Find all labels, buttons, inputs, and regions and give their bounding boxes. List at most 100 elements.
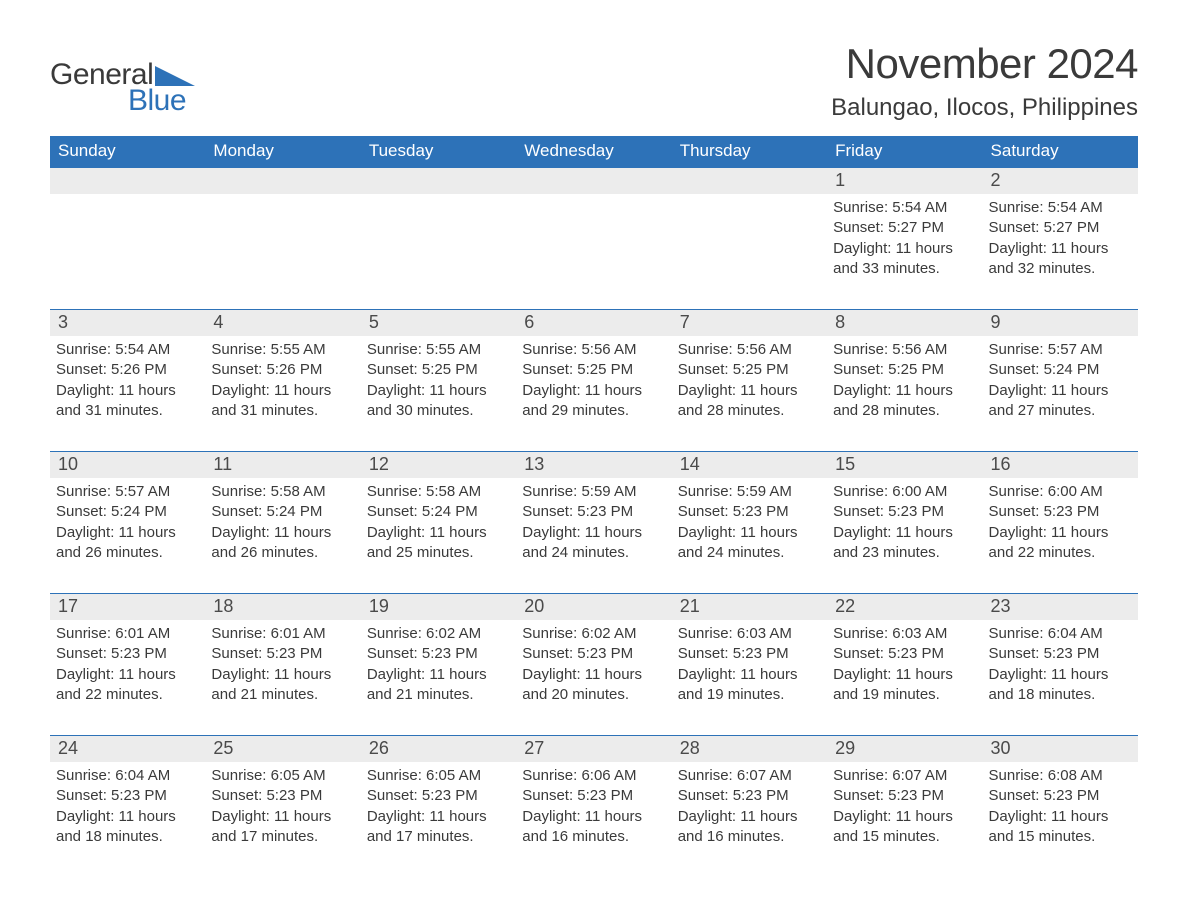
day-number-bar: 16 [983,452,1138,478]
daylight2-text: and 19 minutes. [833,685,976,705]
day-cell: 27Sunrise: 6:06 AMSunset: 5:23 PMDayligh… [516,736,671,851]
weeks-container: 1Sunrise: 5:54 AMSunset: 5:27 PMDaylight… [50,167,1138,851]
daylight2-text: and 16 minutes. [678,827,821,847]
sunrise-text: Sunrise: 5:54 AM [989,198,1132,218]
day-number-bar [516,168,671,194]
sunrise-text: Sunrise: 6:00 AM [989,482,1132,502]
day-cell [672,168,827,283]
sunset-text: Sunset: 5:23 PM [833,786,976,806]
day-cell: 12Sunrise: 5:58 AMSunset: 5:24 PMDayligh… [361,452,516,567]
daylight2-text: and 31 minutes. [56,401,199,421]
sunset-text: Sunset: 5:23 PM [522,786,665,806]
daylight2-text: and 19 minutes. [678,685,821,705]
daylight1-text: Daylight: 11 hours [56,665,199,685]
day-number: 18 [213,596,233,616]
day-number: 24 [58,738,78,758]
weekday-header: Tuesday [361,136,516,167]
sunset-text: Sunset: 5:23 PM [989,502,1132,522]
day-number: 23 [991,596,1011,616]
sunset-text: Sunset: 5:23 PM [989,644,1132,664]
sunset-text: Sunset: 5:27 PM [833,218,976,238]
daylight2-text: and 30 minutes. [367,401,510,421]
daylight2-text: and 33 minutes. [833,259,976,279]
sunset-text: Sunset: 5:23 PM [678,502,821,522]
daylight1-text: Daylight: 11 hours [211,807,354,827]
daylight2-text: and 16 minutes. [522,827,665,847]
day-number: 30 [991,738,1011,758]
week-row: 1Sunrise: 5:54 AMSunset: 5:27 PMDaylight… [50,167,1138,283]
day-cell: 5Sunrise: 5:55 AMSunset: 5:25 PMDaylight… [361,310,516,425]
day-number [213,170,218,190]
sunset-text: Sunset: 5:26 PM [211,360,354,380]
sunset-text: Sunset: 5:23 PM [833,502,976,522]
daylight1-text: Daylight: 11 hours [678,665,821,685]
day-cell: 3Sunrise: 5:54 AMSunset: 5:26 PMDaylight… [50,310,205,425]
daylight2-text: and 15 minutes. [989,827,1132,847]
weekday-header: Sunday [50,136,205,167]
day-number-bar: 8 [827,310,982,336]
sunrise-text: Sunrise: 6:06 AM [522,766,665,786]
sunset-text: Sunset: 5:25 PM [833,360,976,380]
daylight2-text: and 15 minutes. [833,827,976,847]
day-cell: 30Sunrise: 6:08 AMSunset: 5:23 PMDayligh… [983,736,1138,851]
day-number-bar: 22 [827,594,982,620]
week-row: 3Sunrise: 5:54 AMSunset: 5:26 PMDaylight… [50,309,1138,425]
day-cell: 18Sunrise: 6:01 AMSunset: 5:23 PMDayligh… [205,594,360,709]
daylight1-text: Daylight: 11 hours [833,807,976,827]
day-number [58,170,63,190]
daylight1-text: Daylight: 11 hours [211,665,354,685]
sunrise-text: Sunrise: 6:05 AM [367,766,510,786]
day-number: 9 [991,312,1001,332]
day-cell: 4Sunrise: 5:55 AMSunset: 5:26 PMDaylight… [205,310,360,425]
weekday-header: Friday [827,136,982,167]
sunset-text: Sunset: 5:27 PM [989,218,1132,238]
sunrise-text: Sunrise: 5:58 AM [211,482,354,502]
sunrise-text: Sunrise: 5:54 AM [833,198,976,218]
day-cell [516,168,671,283]
day-cell: 1Sunrise: 5:54 AMSunset: 5:27 PMDaylight… [827,168,982,283]
day-number: 14 [680,454,700,474]
daylight2-text: and 21 minutes. [367,685,510,705]
day-number: 10 [58,454,78,474]
day-cell: 16 Sunrise: 6:00 AMSunset: 5:23 PMDayligh… [983,452,1138,567]
day-number-bar [361,168,516,194]
daylight2-text: and 24 minutes. [678,543,821,563]
day-number: 8 [835,312,845,332]
daylight2-text: and 28 minutes. [678,401,821,421]
daylight2-text: and 24 minutes. [522,543,665,563]
day-number [680,170,685,190]
day-cell: 15Sunrise: 6:00 AMSunset: 5:23 PMDayligh… [827,452,982,567]
daylight2-text: and 25 minutes. [367,543,510,563]
day-cell: 13Sunrise: 5:59 AMSunset: 5:23 PMDayligh… [516,452,671,567]
daylight1-text: Daylight: 11 hours [367,665,510,685]
daylight2-text: and 21 minutes. [211,685,354,705]
day-cell: 6Sunrise: 5:56 AMSunset: 5:25 PMDaylight… [516,310,671,425]
week-row: 24Sunrise: 6:04 AMSunset: 5:23 PMDayligh… [50,735,1138,851]
day-cell: 24Sunrise: 6:04 AMSunset: 5:23 PMDayligh… [50,736,205,851]
day-number-bar: 5 [361,310,516,336]
sunrise-text: Sunrise: 6:05 AM [211,766,354,786]
daylight2-text: and 18 minutes. [56,827,199,847]
weekday-header: Saturday [983,136,1138,167]
daylight2-text: and 18 minutes. [989,685,1132,705]
daylight1-text: Daylight: 11 hours [211,381,354,401]
day-number-bar: 26 [361,736,516,762]
weekday-header: Monday [205,136,360,167]
sunset-text: Sunset: 5:23 PM [56,786,199,806]
daylight1-text: Daylight: 11 hours [522,523,665,543]
day-number-bar: 15 [827,452,982,478]
daylight1-text: Daylight: 11 hours [367,381,510,401]
day-cell: 2Sunrise: 5:54 AMSunset: 5:27 PMDaylight… [983,168,1138,283]
day-number: 25 [213,738,233,758]
daylight2-text: and 31 minutes. [211,401,354,421]
daylight1-text: Daylight: 11 hours [989,239,1132,259]
month-title: November 2024 [831,40,1138,88]
daylight2-text: and 17 minutes. [211,827,354,847]
sunrise-text: Sunrise: 6:02 AM [367,624,510,644]
daylight1-text: Daylight: 11 hours [989,523,1132,543]
sunrise-text: Sunrise: 5:59 AM [678,482,821,502]
sunset-text: Sunset: 5:23 PM [989,786,1132,806]
day-number-bar: 27 [516,736,671,762]
sunrise-text: Sunrise: 6:01 AM [56,624,199,644]
daylight1-text: Daylight: 11 hours [522,665,665,685]
